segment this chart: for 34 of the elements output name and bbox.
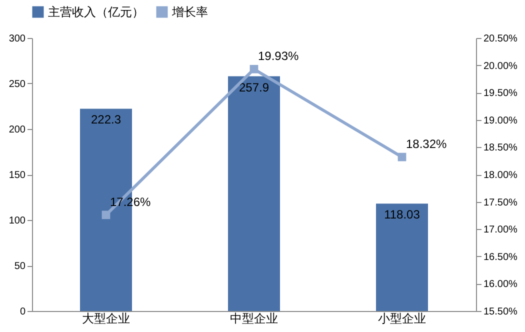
y2-tick-label: 20.50% [484,34,518,44]
point [250,64,258,74]
legend-label: 增长率 [171,5,208,19]
y2-tick-label: 19.50% [484,88,518,100]
point [398,152,406,162]
bar [228,76,280,311]
y2-tick-label: 17.50% [484,197,518,208]
y2-tick-label: 15.50% [484,306,518,318]
y2-tick-label: 18.00% [484,170,518,181]
data-label: 118.03 [384,208,420,222]
bar [376,204,428,311]
y-tick-label: 50 [14,261,26,272]
x-tick-label: 小型企业 [378,312,426,326]
data-label: 19.93% [258,49,300,64]
y-tick-label: 250 [8,79,26,90]
data-label: 257.9 [238,80,270,94]
y2-tick-label: 17.00% [484,224,518,236]
y2-tick-label: 19.00% [484,115,518,126]
data-label: 18.32% [406,137,448,152]
x-tick-label: 中型企业 [230,312,278,326]
y2-tick-label: 16.00% [484,279,518,290]
y-tick-label: 150 [8,170,26,181]
y-tick-label: 200 [8,124,26,136]
y2-tick-label: 20.00% [484,60,518,72]
y-tick-label: 300 [8,34,26,44]
data-label: 222.3 [90,112,122,127]
point [102,210,110,220]
data-label: 17.26% [110,194,152,209]
y-tick-label: 0 [20,306,26,318]
x-tick-label: 大型企业 [82,312,130,326]
y2-tick-label: 16.50% [484,252,518,263]
y2-tick-label: 18.50% [484,142,518,154]
y-tick-label: 100 [8,216,26,226]
legend-label: 主营收入（亿元） [48,5,144,19]
